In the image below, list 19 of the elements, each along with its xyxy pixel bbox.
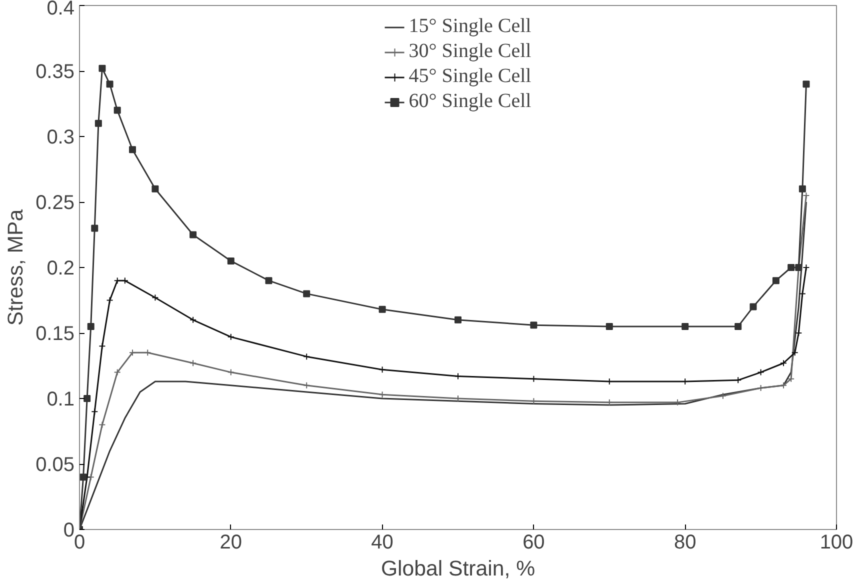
x-tick-label: 60 — [522, 532, 545, 554]
legend-label: 60° Single Cell — [408, 90, 532, 113]
legend-label: 15° Single Cell — [408, 15, 532, 38]
x-tick-label: 100 — [820, 532, 854, 554]
x-tick-label: 80 — [674, 532, 696, 554]
x-tick-label: 20 — [220, 532, 242, 554]
y-tick-label: 0.2 — [46, 258, 75, 280]
y-tick-label: 0.35 — [36, 61, 75, 83]
legend-label: 45° Single Cell — [408, 65, 532, 88]
legend-label: 30° Single Cell — [408, 40, 532, 63]
y-tick-label: 0.1 — [46, 388, 75, 410]
y-tick-label: 0.25 — [36, 192, 75, 214]
x-tick-label: 40 — [371, 532, 394, 554]
y-axis-title: Stress, MPa — [4, 209, 28, 326]
y-tick-label: 0.4 — [46, 0, 75, 20]
y-tick-label: 0.05 — [36, 454, 75, 476]
x-axis-title: Global Strain, % — [380, 556, 536, 580]
y-tick-label: 0.3 — [46, 126, 75, 148]
y-tick-label: 0.15 — [36, 323, 75, 345]
